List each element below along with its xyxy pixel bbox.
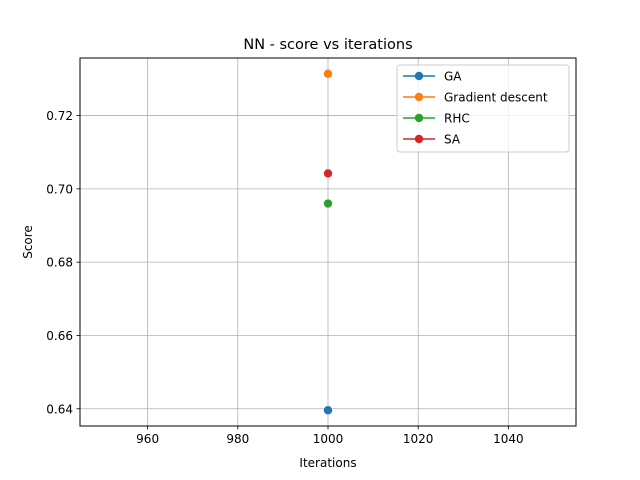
series-ga	[323, 406, 333, 415]
x-tick-label: 960	[136, 432, 159, 446]
data-point-sa	[323, 169, 333, 178]
data-point-ga	[323, 406, 333, 415]
x-tick-label: 1040	[493, 432, 524, 446]
series-sa	[323, 169, 333, 178]
x-tick-label: 1020	[403, 432, 434, 446]
legend-item-rhc: RHC	[403, 112, 470, 126]
y-tick-label: 0.68	[46, 256, 73, 270]
x-tick-label: 980	[226, 432, 249, 446]
legend-label: GA	[444, 70, 462, 84]
legend-label: SA	[444, 133, 461, 147]
legend-marker	[414, 134, 424, 144]
y-ticks: 0.64 0.66 0.68 0.70 0.72	[46, 109, 80, 416]
y-tick-label: 0.66	[46, 329, 73, 343]
y-axis-label: Score	[21, 225, 35, 259]
x-tick-label: 1000	[313, 432, 344, 446]
data-point-rhc	[323, 199, 333, 208]
y-tick-label: 0.70	[46, 182, 73, 196]
data-point-gradient-descent	[323, 69, 333, 78]
legend-marker	[414, 71, 424, 81]
legend-marker	[414, 92, 424, 102]
legend-box	[396, 64, 570, 153]
legend-item-gradient-descent: Gradient descent	[403, 91, 548, 105]
y-tick-label: 0.72	[46, 109, 73, 123]
legend-item-ga: GA	[403, 70, 462, 84]
series-rhc	[323, 199, 333, 208]
chart-title: NN - score vs iterations	[243, 37, 412, 53]
legend-item-sa: SA	[403, 133, 461, 147]
series-layer	[323, 69, 333, 415]
legend-label: RHC	[444, 112, 470, 126]
x-axis-label: Iterations	[299, 456, 356, 470]
x-ticks: 960 980 1000 1020 1040	[136, 426, 524, 446]
legend-label: Gradient descent	[444, 91, 548, 105]
y-tick-label: 0.64	[46, 402, 73, 416]
legend-marker	[414, 113, 424, 123]
legend: GA Gradient descent RHC SA	[396, 64, 570, 153]
series-gradient-descent	[323, 69, 333, 78]
